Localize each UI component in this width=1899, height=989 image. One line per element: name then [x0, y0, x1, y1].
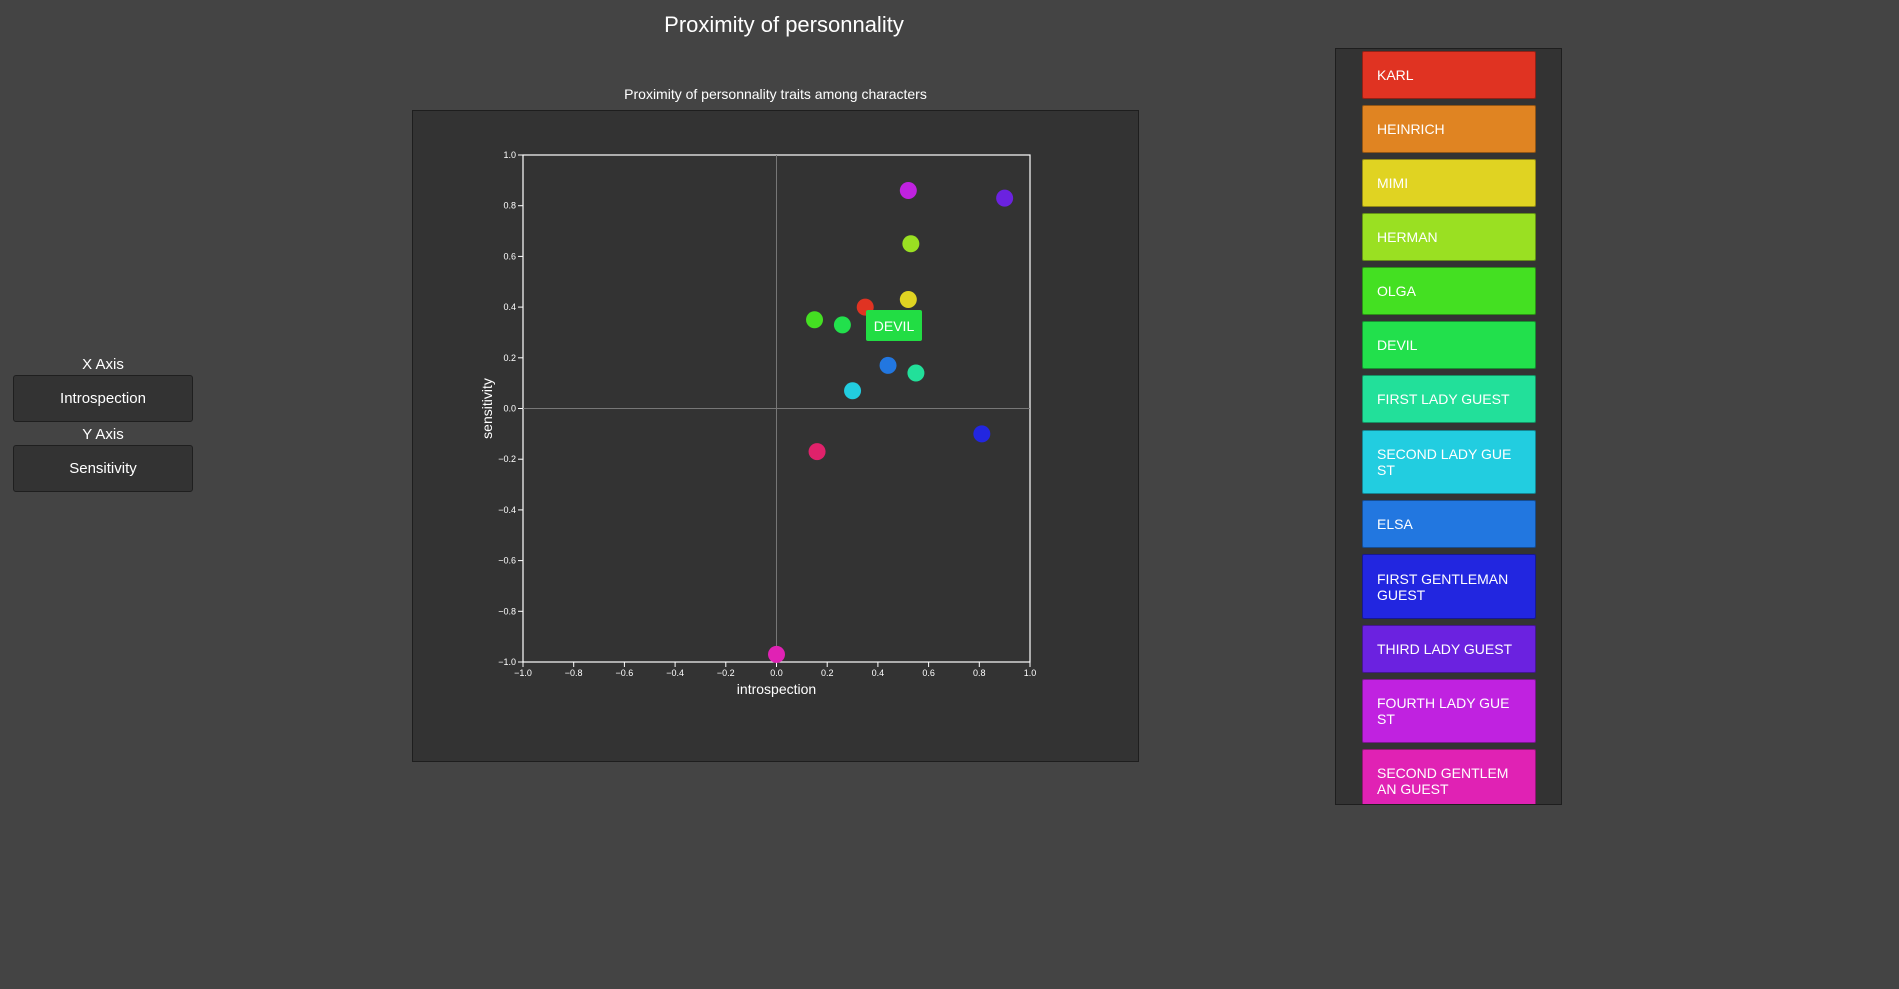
legend-item-label: DEVIL [1377, 337, 1418, 353]
legend-item-second-gentlem-an-guest[interactable]: SECOND GENTLEM AN GUEST [1362, 749, 1536, 804]
legend-item-label: HERMAN [1377, 229, 1438, 245]
point-tooltip: DEVIL [866, 310, 922, 341]
y-tick-label: −0.4 [498, 505, 516, 515]
y-axis-control: Y Axis Sensitivity [13, 425, 193, 492]
legend-item-elsa[interactable]: ELSA [1362, 500, 1536, 548]
legend-item-label: HEINRICH [1377, 121, 1445, 137]
legend-item-third-lady-guest[interactable]: THIRD LADY GUEST [1362, 625, 1536, 673]
scatter-chart: −1.0 −0.8 −0.6 −0.4 −0.2 0.0 0.2 0.4 0.6 0.8 1.0 1.… [479, 150, 1037, 697]
legend-item-label: THIRD LADY GUEST [1377, 641, 1513, 657]
page-title: Proximity of personnality [664, 12, 904, 37]
legend-item-mimi[interactable]: MIMI [1362, 159, 1536, 207]
y-tick-label: 0.6 [503, 251, 516, 261]
x-tick-label: 0.8 [973, 668, 986, 678]
data-point [879, 356, 897, 374]
legend-item-label: MIMI [1377, 175, 1409, 191]
y-tick-label: 0.8 [503, 201, 516, 211]
x-tick-label: −0.8 [565, 668, 583, 678]
y-tick-label: 0.4 [503, 302, 516, 312]
y-axis-label: Y Axis [82, 426, 124, 443]
legend-item-label: FIRST LADY GUEST [1377, 391, 1510, 407]
legend-item-first-gentleman-guest[interactable]: FIRST GENTLEMAN GUEST [1362, 554, 1536, 619]
legend-panel: KARL HEINRICH MIMI HERMAN OLGA DEVIL FIRST LAD… [1335, 48, 1562, 805]
x-axis-select[interactable]: Introspection [13, 375, 193, 422]
y-tick-label: −0.8 [498, 606, 516, 616]
y-axis-title: sensitivity [479, 378, 495, 439]
legend-item-label: KARL [1377, 67, 1414, 83]
data-point [833, 316, 851, 334]
data-point [902, 235, 920, 253]
data-point [899, 181, 917, 199]
legend-item-devil[interactable]: DEVIL [1362, 321, 1536, 369]
y-tick-label: −1.0 [498, 657, 516, 667]
y-tick-label: −0.2 [498, 454, 516, 464]
x-tick-label: 0.0 [770, 668, 783, 678]
data-point [907, 364, 925, 382]
data-point [899, 290, 917, 308]
x-axis-title: introspection [737, 681, 816, 697]
data-point [808, 443, 826, 461]
legend-item-fourth-lady-gue-st[interactable]: FOURTH LADY GUE ST [1362, 679, 1536, 743]
data-point [768, 645, 785, 663]
x-tick-label: −0.2 [717, 668, 735, 678]
chart-frame: −1.0 −0.8 −0.6 −0.4 −0.2 0.0 0.2 0.4 0.6 0.8 1.0 1.… [412, 110, 1139, 762]
x-tick-label: 0.6 [922, 668, 935, 678]
legend-item-second-lady-gue-st[interactable]: SECOND LADY GUE ST [1362, 430, 1536, 494]
x-axis-control: X Axis Introspection [13, 355, 193, 422]
x-tick-label: −1.0 [514, 668, 532, 678]
legend-item-label: FIRST GENTLEMAN GUEST [1377, 570, 1509, 603]
x-tick-label: 0.4 [872, 668, 885, 678]
x-tick-label: 1.0 [1024, 668, 1037, 678]
x-tick-label: −0.6 [616, 668, 634, 678]
legend-item-label: SECOND GENTLEM AN GUEST [1377, 765, 1509, 797]
data-point [973, 425, 991, 443]
y-tick-label: 0.2 [503, 353, 516, 363]
y-tick-label: −0.6 [498, 556, 516, 566]
legend-item-label: FOURTH LADY GUE ST [1377, 695, 1510, 727]
legend-item-heinrich[interactable]: HEINRICH [1362, 105, 1536, 153]
x-tick-label: 0.2 [821, 668, 834, 678]
y-axis-select[interactable]: Sensitivity [13, 445, 193, 492]
legend-item-first-lady-guest[interactable]: FIRST LADY GUEST [1362, 375, 1536, 423]
x-tick-label: −0.4 [666, 668, 684, 678]
y-tick-label: 1.0 [503, 150, 516, 160]
y-tick-label: 0.0 [503, 404, 516, 414]
data-point [806, 311, 824, 329]
legend-item-label: SECOND LADY GUE ST [1377, 446, 1512, 478]
data-point [844, 382, 862, 400]
x-axis-label: X Axis [82, 356, 124, 373]
legend-item-label: OLGA [1377, 283, 1416, 299]
legend-item-label: ELSA [1377, 516, 1413, 532]
legend-item-herman[interactable]: HERMAN [1362, 213, 1536, 261]
legend-item-karl[interactable]: KARL [1362, 51, 1536, 99]
legend-item-olga[interactable]: OLGA [1362, 267, 1536, 315]
data-point [996, 189, 1014, 207]
chart-title: Proximity of personnality traits among c… [624, 86, 927, 102]
